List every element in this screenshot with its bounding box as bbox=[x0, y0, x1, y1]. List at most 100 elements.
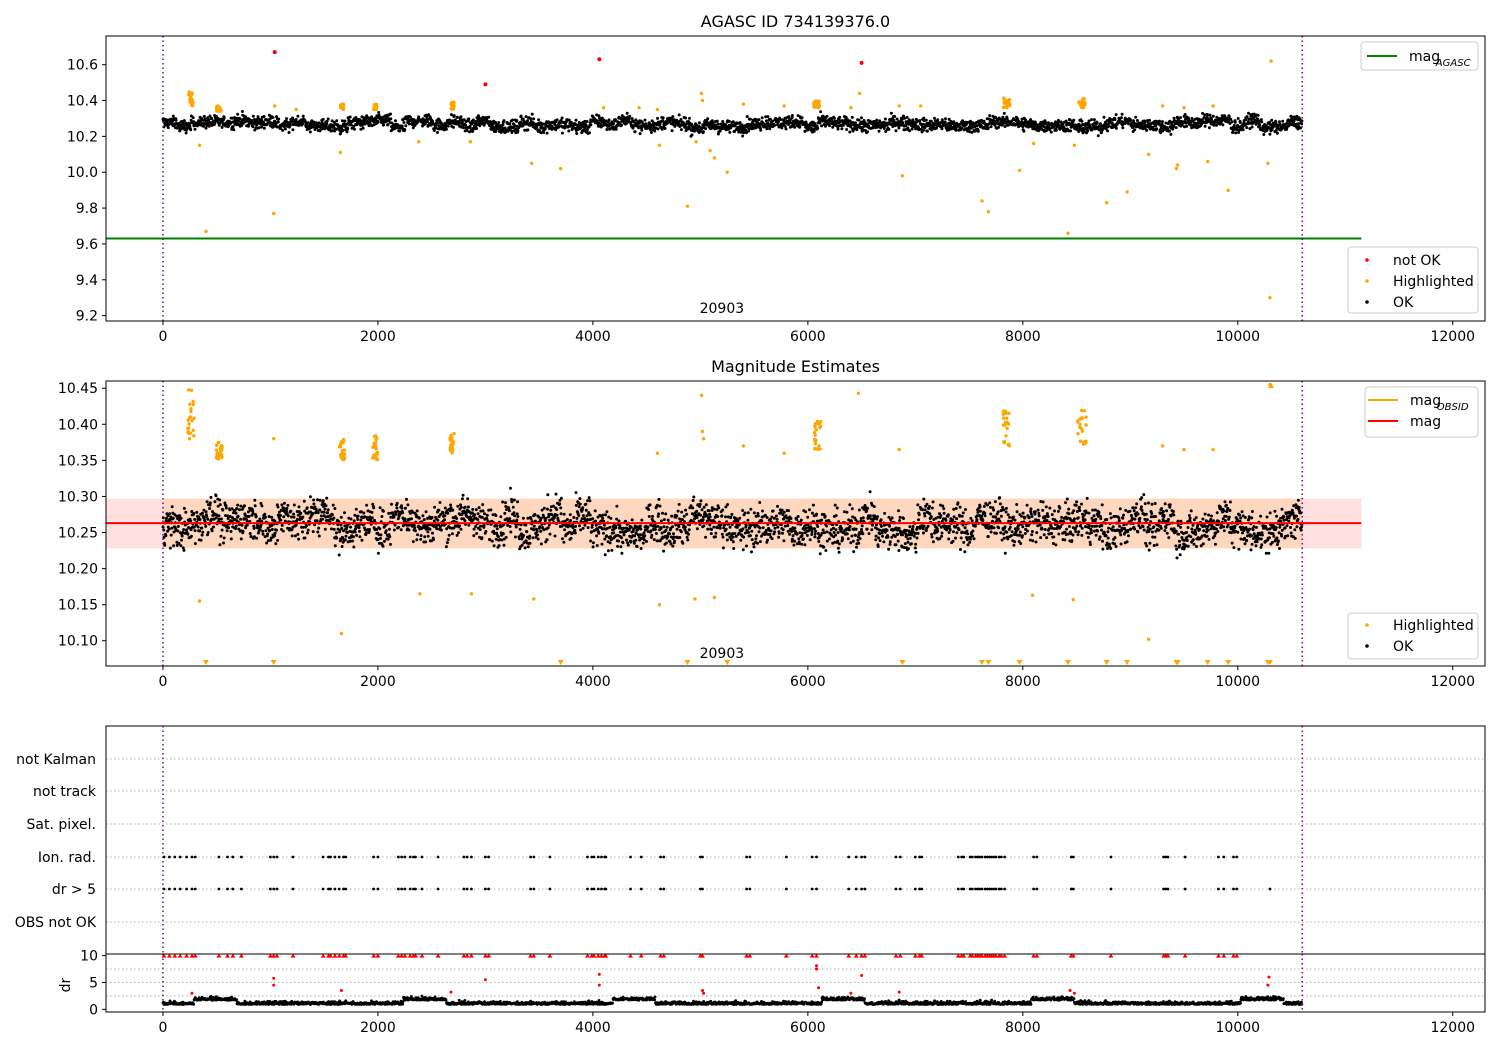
ok-point bbox=[581, 514, 585, 518]
ok-point bbox=[353, 127, 356, 131]
ok-point bbox=[286, 514, 290, 518]
ok-point bbox=[554, 492, 558, 496]
ok-point bbox=[439, 528, 443, 532]
ok-point bbox=[191, 116, 195, 120]
ok-point bbox=[988, 114, 992, 118]
ok-point bbox=[666, 535, 670, 538]
ok-point bbox=[678, 536, 682, 539]
ok-point bbox=[232, 128, 236, 132]
highlighted-point bbox=[986, 210, 991, 214]
ok-point bbox=[343, 119, 347, 123]
ok-point bbox=[285, 509, 288, 513]
ok-point bbox=[539, 529, 543, 533]
ok-point bbox=[403, 128, 407, 131]
ok-point bbox=[415, 538, 419, 542]
ok-point bbox=[657, 512, 661, 516]
ok-point bbox=[1002, 111, 1006, 115]
ok-point bbox=[204, 524, 208, 528]
ok-point bbox=[1160, 120, 1164, 124]
ok-point bbox=[645, 540, 648, 543]
ok-point bbox=[545, 538, 549, 542]
ok-point bbox=[691, 499, 695, 502]
ok-point bbox=[680, 510, 684, 514]
ok-point bbox=[657, 497, 661, 501]
ok-point bbox=[558, 502, 562, 506]
ok-point bbox=[415, 509, 419, 513]
ok-point bbox=[605, 128, 609, 131]
ok-point bbox=[515, 512, 519, 516]
ok-point bbox=[1096, 134, 1100, 138]
ok-point bbox=[512, 519, 516, 523]
ok-point bbox=[604, 513, 607, 517]
highlighted-point bbox=[197, 143, 202, 147]
ok-point bbox=[201, 511, 204, 515]
ok-point bbox=[684, 508, 688, 512]
ok-point bbox=[625, 111, 629, 115]
ok-point bbox=[516, 129, 520, 133]
ok-point bbox=[675, 514, 679, 518]
ok-point bbox=[503, 511, 507, 515]
highlighted-point bbox=[1105, 201, 1109, 205]
legend-label: Highlighted bbox=[1393, 274, 1474, 290]
ok-point bbox=[221, 508, 225, 512]
ok-point bbox=[444, 545, 448, 549]
ok-point bbox=[643, 118, 647, 122]
ok-point bbox=[394, 119, 397, 123]
highlighted-point bbox=[1125, 190, 1129, 194]
ok-point bbox=[1234, 131, 1238, 135]
ok-point bbox=[459, 505, 463, 509]
ok-point bbox=[397, 525, 401, 529]
ok-point bbox=[620, 123, 623, 127]
ok-point bbox=[358, 535, 362, 539]
ok-point bbox=[296, 114, 300, 118]
ok-point bbox=[745, 115, 749, 119]
ok-point bbox=[860, 116, 863, 120]
ok-point bbox=[490, 539, 494, 543]
ok-point bbox=[525, 530, 529, 534]
ok-point bbox=[239, 537, 243, 541]
ok-point bbox=[1230, 120, 1234, 124]
ok-point bbox=[452, 125, 455, 129]
ok-point bbox=[507, 509, 511, 513]
ok-point bbox=[1172, 116, 1176, 120]
ok-point bbox=[220, 528, 224, 532]
ok-point bbox=[222, 536, 226, 540]
y-tick-label: 10.2 bbox=[67, 129, 98, 145]
ok-point bbox=[253, 504, 257, 508]
highlighted-point bbox=[1211, 104, 1215, 108]
ok-point bbox=[495, 524, 499, 528]
ok-point bbox=[381, 509, 385, 513]
ok-point bbox=[577, 514, 581, 517]
ok-point bbox=[395, 501, 399, 505]
ok-point bbox=[661, 116, 665, 120]
ok-point bbox=[1278, 123, 1282, 126]
ok-point bbox=[480, 536, 484, 540]
ok-point bbox=[588, 499, 592, 503]
ok-point bbox=[1092, 118, 1096, 122]
ok-point bbox=[455, 517, 459, 520]
ok-point bbox=[889, 111, 893, 115]
ok-point bbox=[456, 504, 460, 508]
ok-point bbox=[199, 538, 203, 542]
ok-point bbox=[206, 116, 210, 120]
ok-point bbox=[426, 534, 430, 538]
ok-point bbox=[698, 121, 701, 125]
ok-point bbox=[318, 508, 322, 512]
ok-point bbox=[663, 127, 667, 130]
ok-point bbox=[513, 535, 517, 539]
ok-point bbox=[466, 497, 470, 501]
ok-point bbox=[209, 495, 213, 499]
ok-point bbox=[1022, 129, 1026, 133]
ok-point bbox=[368, 528, 371, 531]
ok-point bbox=[1237, 131, 1240, 134]
ok-point bbox=[458, 524, 461, 528]
ok-point bbox=[619, 530, 622, 534]
ok-point bbox=[819, 110, 823, 114]
ok-point bbox=[798, 124, 802, 128]
ok-point bbox=[921, 122, 925, 126]
ok-point bbox=[285, 117, 288, 121]
ok-point bbox=[321, 517, 324, 521]
ok-point bbox=[544, 516, 548, 520]
ok-point bbox=[231, 125, 235, 129]
